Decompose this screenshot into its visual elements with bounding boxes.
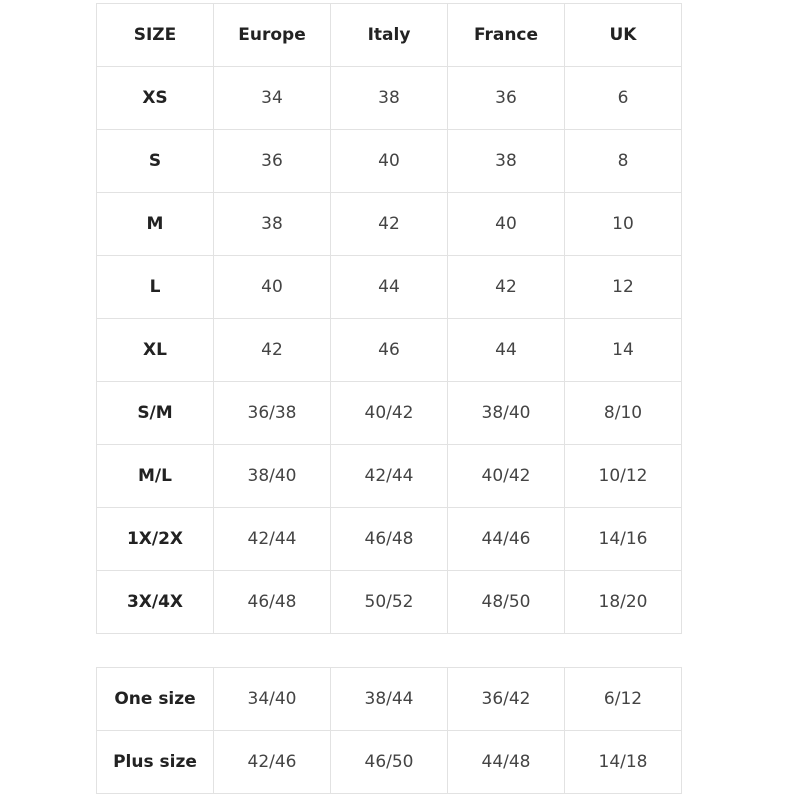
table-row: 1X/2X 42/44 46/48 44/46 14/16 <box>96 507 682 571</box>
size-conversion-table: SIZE Europe Italy France UK XS 34 38 36 6 S 36 40 38… <box>96 3 682 634</box>
size-value-cell: 6 <box>564 66 682 130</box>
size-value-cell: 38 <box>447 129 565 193</box>
size-label-cell: 3X/4X <box>96 570 214 634</box>
size-value-cell: 42/44 <box>330 444 448 508</box>
size-value-cell: 48/50 <box>447 570 565 634</box>
column-header: Europe <box>213 3 331 67</box>
column-header: SIZE <box>96 3 214 67</box>
size-value-cell: 36 <box>447 66 565 130</box>
column-header: Italy <box>330 3 448 67</box>
size-value-cell: 38/40 <box>447 381 565 445</box>
size-label-cell: M/L <box>96 444 214 508</box>
size-label-cell: XL <box>96 318 214 382</box>
table-row: L 40 44 42 12 <box>96 255 682 319</box>
size-value-cell: 36 <box>213 129 331 193</box>
size-value-cell: 46/48 <box>213 570 331 634</box>
size-value-cell: 6/12 <box>564 667 682 731</box>
size-value-cell: 38 <box>330 66 448 130</box>
size-value-cell: 36/38 <box>213 381 331 445</box>
table-row: S/M 36/38 40/42 38/40 8/10 <box>96 381 682 445</box>
table-row: XS 34 38 36 6 <box>96 66 682 130</box>
size-value-cell: 8 <box>564 129 682 193</box>
size-value-cell: 38/40 <box>213 444 331 508</box>
size-value-cell: 42 <box>447 255 565 319</box>
size-label-cell: S <box>96 129 214 193</box>
table-row: 3X/4X 46/48 50/52 48/50 18/20 <box>96 570 682 634</box>
size-value-cell: 38/44 <box>330 667 448 731</box>
size-value-cell: 36/42 <box>447 667 565 731</box>
size-label-cell: M <box>96 192 214 256</box>
size-value-cell: 44 <box>447 318 565 382</box>
size-value-cell: 42 <box>330 192 448 256</box>
size-value-cell: 14 <box>564 318 682 382</box>
size-value-cell: 40 <box>213 255 331 319</box>
column-header: UK <box>564 3 682 67</box>
size-value-cell: 46 <box>330 318 448 382</box>
size-value-cell: 14/16 <box>564 507 682 571</box>
table-row: S 36 40 38 8 <box>96 129 682 193</box>
table-row: M 38 42 40 10 <box>96 192 682 256</box>
size-value-cell: 40 <box>330 129 448 193</box>
size-value-cell: 40/42 <box>330 381 448 445</box>
table-header-row: SIZE Europe Italy France UK <box>96 3 682 67</box>
size-value-cell: 44/48 <box>447 730 565 794</box>
size-value-cell: 8/10 <box>564 381 682 445</box>
size-value-cell: 14/18 <box>564 730 682 794</box>
size-value-cell: 40/42 <box>447 444 565 508</box>
size-value-cell: 42/46 <box>213 730 331 794</box>
size-label-cell: Plus size <box>96 730 214 794</box>
size-label-cell: L <box>96 255 214 319</box>
size-value-cell: 44/46 <box>447 507 565 571</box>
size-label-cell: One size <box>96 667 214 731</box>
size-value-cell: 40 <box>447 192 565 256</box>
table-row: XL 42 46 44 14 <box>96 318 682 382</box>
column-header: France <box>447 3 565 67</box>
size-value-cell: 10 <box>564 192 682 256</box>
size-label-cell: 1X/2X <box>96 507 214 571</box>
size-value-cell: 34/40 <box>213 667 331 731</box>
size-value-cell: 46/48 <box>330 507 448 571</box>
table-row: One size 34/40 38/44 36/42 6/12 <box>96 667 682 731</box>
size-value-cell: 42 <box>213 318 331 382</box>
special-size-table: One size 34/40 38/44 36/42 6/12 Plus size 42/4… <box>96 667 682 794</box>
size-value-cell: 10/12 <box>564 444 682 508</box>
size-value-cell: 18/20 <box>564 570 682 634</box>
table-row: M/L 38/40 42/44 40/42 10/12 <box>96 444 682 508</box>
size-value-cell: 46/50 <box>330 730 448 794</box>
size-label-cell: XS <box>96 66 214 130</box>
size-value-cell: 42/44 <box>213 507 331 571</box>
table-row: Plus size 42/46 46/50 44/48 14/18 <box>96 730 682 794</box>
size-value-cell: 34 <box>213 66 331 130</box>
size-label-cell: S/M <box>96 381 214 445</box>
size-value-cell: 38 <box>213 192 331 256</box>
size-value-cell: 12 <box>564 255 682 319</box>
size-value-cell: 50/52 <box>330 570 448 634</box>
size-value-cell: 44 <box>330 255 448 319</box>
